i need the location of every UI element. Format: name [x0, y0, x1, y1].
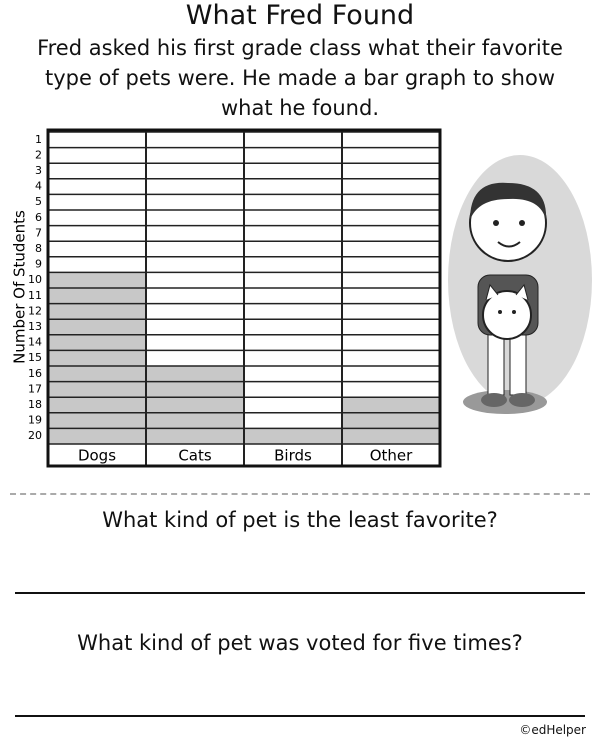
y-tick-label: 2: [35, 148, 42, 161]
y-tick-label: 18: [28, 398, 42, 411]
y-tick-label: 19: [28, 414, 42, 427]
y-tick-label: 14: [28, 336, 42, 349]
question: What kind of pet is the least favorite?: [102, 508, 498, 532]
chart: Number Of Students Dogs Cats Birds Other123…: [11, 128, 592, 468]
title: What Fred Found: [185, 0, 415, 31]
y-tick-label: 15: [28, 351, 42, 364]
y-tick-label: 6: [35, 211, 42, 224]
bar: [146, 366, 244, 444]
bar: [244, 428, 342, 444]
y-tick-label: 11: [28, 289, 42, 302]
y-tick-label: 4: [35, 180, 42, 193]
y-tick-label: 9: [35, 258, 42, 271]
y-axis-label: Number Of Students: [11, 210, 29, 364]
answer-line: [15, 592, 585, 594]
y-tick-label: 16: [28, 367, 42, 380]
divider: [10, 493, 590, 495]
y-tick-label: 12: [28, 304, 42, 317]
y-tick-label: 1: [35, 133, 42, 146]
illustration: [448, 155, 592, 414]
y-tick-label: 13: [28, 320, 42, 333]
bar: [48, 272, 146, 444]
intro: Fred asked his first grade class what th…: [37, 36, 563, 120]
y-tick-label: 5: [35, 195, 42, 208]
bar: [342, 397, 440, 444]
x-tick-label: Dogs: [78, 447, 116, 465]
y-tick-label: 17: [28, 382, 42, 395]
y-tick-label: 20: [28, 429, 42, 442]
copyright: ©edHelper: [519, 723, 586, 737]
question: What kind of pet was voted for five time…: [77, 631, 523, 655]
y-tick-label: 7: [35, 226, 42, 239]
x-tick-label: Birds: [274, 447, 312, 465]
y-tick-label: 3: [35, 164, 42, 177]
frame: [46, 128, 442, 468]
answer-line: [15, 715, 585, 717]
x-tick-label: Cats: [178, 447, 212, 465]
x-tick-label: Other: [370, 447, 413, 465]
y-tick-label: 8: [35, 242, 42, 255]
y-tick-label: 10: [28, 273, 42, 286]
